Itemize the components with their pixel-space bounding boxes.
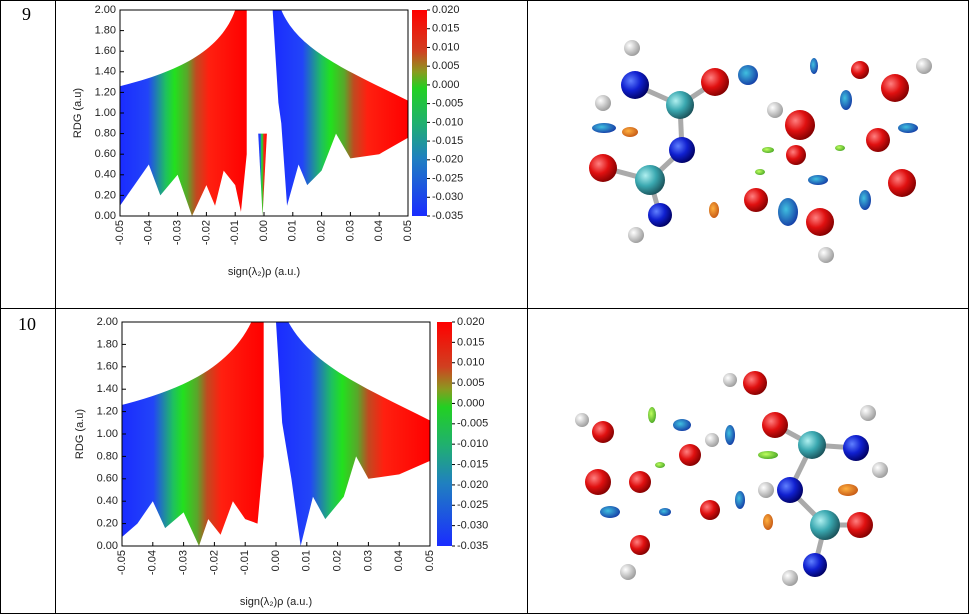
rdg-cloud — [122, 322, 430, 546]
x-tick-label: -0.05 — [114, 220, 126, 245]
y-tick-label: 0.80 — [95, 128, 116, 140]
x-tick-label: 0.02 — [316, 220, 328, 241]
y-tick-label: 1.20 — [95, 86, 116, 98]
colorbar — [437, 322, 452, 546]
colorbar-tick-label: -0.010 — [432, 116, 463, 128]
x-tick-label: -0.02 — [208, 550, 220, 575]
colorbar-tick-label: 0.015 — [457, 336, 485, 348]
x-tick-label: -0.02 — [200, 220, 212, 245]
y-tick-label: 1.00 — [97, 428, 118, 440]
y-tick-label: 0.60 — [97, 473, 118, 485]
y-tick-label: 1.00 — [95, 107, 116, 119]
colorbar-tick-label: 0.020 — [457, 316, 485, 328]
y-tick-label: 0.20 — [95, 189, 116, 201]
colorbar-tick-label: 0.010 — [457, 357, 485, 369]
colorbar-tick-label: -0.015 — [432, 135, 463, 147]
x-tick-label: 0.01 — [287, 220, 299, 241]
colorbar-tick-label: -0.030 — [432, 191, 463, 203]
colorbar-tick-label: -0.030 — [457, 520, 488, 532]
y-tick-label: 0.40 — [95, 169, 116, 181]
colorbar-tick-label: -0.015 — [457, 458, 488, 470]
x-tick-label: 0.03 — [344, 220, 356, 241]
colorbar-tick-label: -0.020 — [432, 154, 463, 166]
x-tick-label: 0.02 — [332, 550, 344, 571]
y-tick-label: 1.40 — [95, 66, 116, 78]
y-axis-label: RDG (a.u) — [72, 88, 84, 138]
colorbar-tick-label: 0.000 — [457, 397, 485, 409]
x-tick-label: -0.03 — [178, 550, 190, 575]
y-tick-label: 0.20 — [97, 518, 118, 530]
y-tick-label: 1.60 — [95, 45, 116, 57]
colorbar-tick-label: 0.020 — [432, 4, 460, 16]
y-tick-label: 2.00 — [97, 316, 118, 328]
colorbar-tick-label: -0.005 — [432, 98, 463, 110]
colorbar-tick-label: 0.005 — [457, 377, 485, 389]
row-number: 10 — [18, 314, 36, 334]
y-tick-label: 0.80 — [97, 450, 118, 462]
colorbar-tick-label: -0.025 — [432, 172, 463, 184]
x-tick-label: 0.05 — [402, 220, 414, 241]
x-tick-label: 0.00 — [258, 220, 270, 241]
x-tick-label: -0.04 — [143, 220, 155, 245]
y-tick-label: 1.80 — [97, 338, 118, 350]
x-tick-label: 0.00 — [270, 550, 282, 571]
x-tick-label: 0.04 — [373, 220, 385, 241]
row-number: 9 — [22, 4, 31, 24]
x-tick-label: -0.01 — [229, 220, 241, 245]
x-tick-label: 0.01 — [301, 550, 313, 571]
x-tick-label: 0.04 — [393, 550, 405, 571]
x-axis-label: sign(λ₂)ρ (a.u.) — [240, 596, 312, 608]
colorbar-tick-label: 0.005 — [432, 60, 460, 72]
colorbar-tick-label: 0.000 — [432, 79, 460, 91]
y-axis-label: RDG (a.u) — [74, 409, 86, 459]
x-tick-label: -0.04 — [147, 550, 159, 575]
x-tick-label: 0.03 — [362, 550, 374, 571]
colorbar-tick-label: -0.005 — [457, 418, 488, 430]
colorbar-tick-label: -0.035 — [457, 540, 488, 552]
y-tick-label: 1.60 — [97, 361, 118, 373]
rdg-cloud — [120, 10, 408, 216]
colorbar-tick-label: 0.015 — [432, 23, 460, 35]
y-tick-label: 0.60 — [95, 148, 116, 160]
colorbar-tick-label: -0.020 — [457, 479, 488, 491]
y-tick-label: 1.20 — [97, 406, 118, 418]
molecule-render — [604, 79, 860, 566]
y-tick-label: 0.00 — [97, 540, 118, 552]
x-axis-label: sign(λ₂)ρ (a.u.) — [228, 266, 300, 278]
colorbar — [412, 10, 427, 216]
y-tick-label: 1.80 — [95, 25, 116, 37]
x-tick-label: -0.03 — [172, 220, 184, 245]
molecule-atoms — [575, 40, 932, 586]
y-tick-label: 1.40 — [97, 383, 118, 395]
y-tick-label: 0.40 — [97, 495, 118, 507]
colorbar-tick-label: -0.035 — [432, 210, 463, 222]
colorbar-tick-label: -0.025 — [457, 499, 488, 511]
colorbar-tick-label: -0.010 — [457, 438, 488, 450]
x-tick-label: -0.01 — [239, 550, 251, 575]
y-tick-label: 2.00 — [95, 4, 116, 16]
y-tick-label: 0.00 — [95, 210, 116, 222]
x-tick-label: -0.05 — [116, 550, 128, 575]
colorbar-tick-label: 0.010 — [432, 41, 460, 53]
x-tick-label: 0.05 — [424, 550, 436, 571]
